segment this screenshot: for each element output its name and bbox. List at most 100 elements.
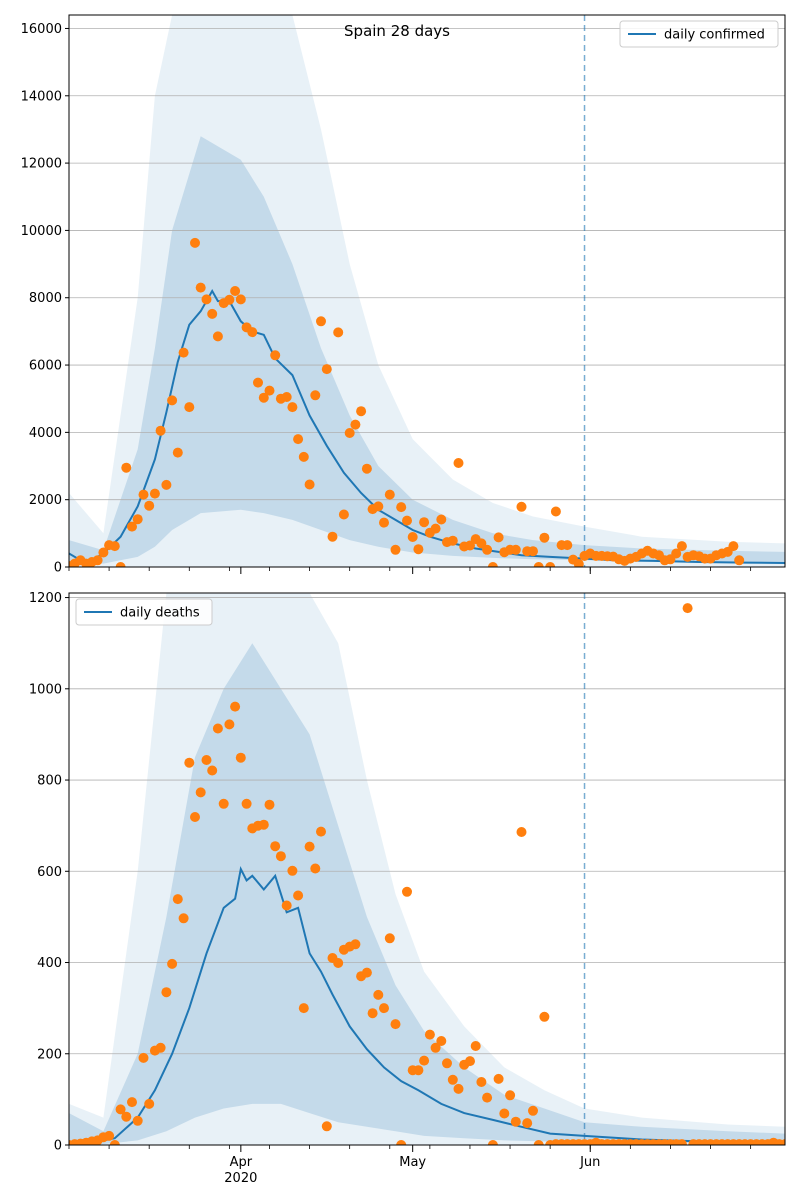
data-point [436,1036,447,1046]
data-point [201,294,212,305]
y-tick-label: 1000 [29,682,62,697]
observed-points [69,0,790,567]
band-0 [69,136,785,564]
data-point [430,523,441,534]
data-point [671,548,682,559]
data-point [763,0,773,5]
data-point [682,603,693,614]
data-point [304,841,315,852]
data-point [218,798,229,809]
data-point [746,0,756,5]
data-point [195,282,206,293]
data-point [230,701,241,712]
data-point [172,894,183,905]
data-point [402,515,412,526]
data-point [373,989,384,1000]
data-point [321,1121,332,1132]
data-point [235,752,246,763]
data-point [676,1139,687,1145]
data-point [419,1055,430,1066]
data-point [298,1003,309,1014]
data-point [224,719,235,730]
data-point [528,1105,538,1116]
chart-title: Spain 28 days [344,22,450,40]
data-point [390,544,401,555]
data-point [253,377,263,388]
data-point [430,1042,441,1053]
data-point [769,0,779,5]
data-point [172,447,183,458]
data-point [510,1116,521,1127]
y-tick-label: 8000 [29,291,62,306]
data-point [676,541,687,552]
data-point [201,755,212,765]
x-tick-label: Jun [579,1155,600,1170]
data-point [115,562,126,567]
data-point [447,1074,458,1085]
data-point [780,0,790,5]
legend: daily deaths [75,598,213,626]
data-point [178,347,189,358]
data-point [396,1140,407,1145]
data-point [528,546,538,557]
data-point [115,1104,126,1115]
y-tick-label: 600 [37,865,62,880]
data-point [293,434,304,445]
data-point [465,540,475,551]
data-point [109,1140,120,1145]
data-point [167,958,178,969]
data-point [333,327,344,338]
data-point [270,841,281,852]
data-point [258,392,269,403]
data-point [573,559,584,567]
data-point [275,851,286,862]
data-point [476,538,487,549]
data-point [132,514,143,525]
y-tick-label: 200 [37,1047,62,1062]
data-point [453,458,464,468]
data-point [247,327,258,338]
data-point [379,1003,389,1014]
data-point [316,826,326,837]
data-point [310,863,321,874]
data-point [304,479,315,490]
data-point [155,1042,166,1053]
y-tick-label: 10000 [21,224,62,239]
data-point [533,1140,544,1145]
data-point [407,532,418,542]
data-point [384,933,395,944]
data-point [482,544,493,555]
y-tick-label: 1200 [29,591,62,606]
y-tick-label: 0 [54,561,62,576]
data-point [361,967,372,978]
legend-box [75,598,213,626]
data-point [338,509,349,520]
data-point [505,1090,516,1101]
data-point [539,1011,550,1022]
data-point [281,392,292,402]
data-point [138,489,149,500]
y-tick-label: 16000 [21,22,62,37]
data-point [562,540,573,551]
data-point [224,294,235,305]
data-point [121,462,132,473]
data-point [482,1092,493,1103]
data-point [774,0,784,5]
data-point [734,555,745,566]
data-point [356,406,367,417]
legend-label: daily deaths [120,606,200,621]
observed-points [69,603,785,1145]
data-point [287,402,298,413]
data-point [184,402,195,413]
x-tick-sublabel: 2020 [224,1171,257,1186]
confirmed-panel: 0 2000 4000 6000 8000 10000 12000 14000 16000 Spa… [21,0,790,576]
data-point [287,865,298,876]
band-1 [69,593,785,1145]
y-tick-label: 0 [54,1139,62,1154]
y-tick-label: 6000 [29,359,62,374]
data-point [522,1118,533,1129]
data-point [361,463,372,474]
data-point [470,1041,481,1051]
